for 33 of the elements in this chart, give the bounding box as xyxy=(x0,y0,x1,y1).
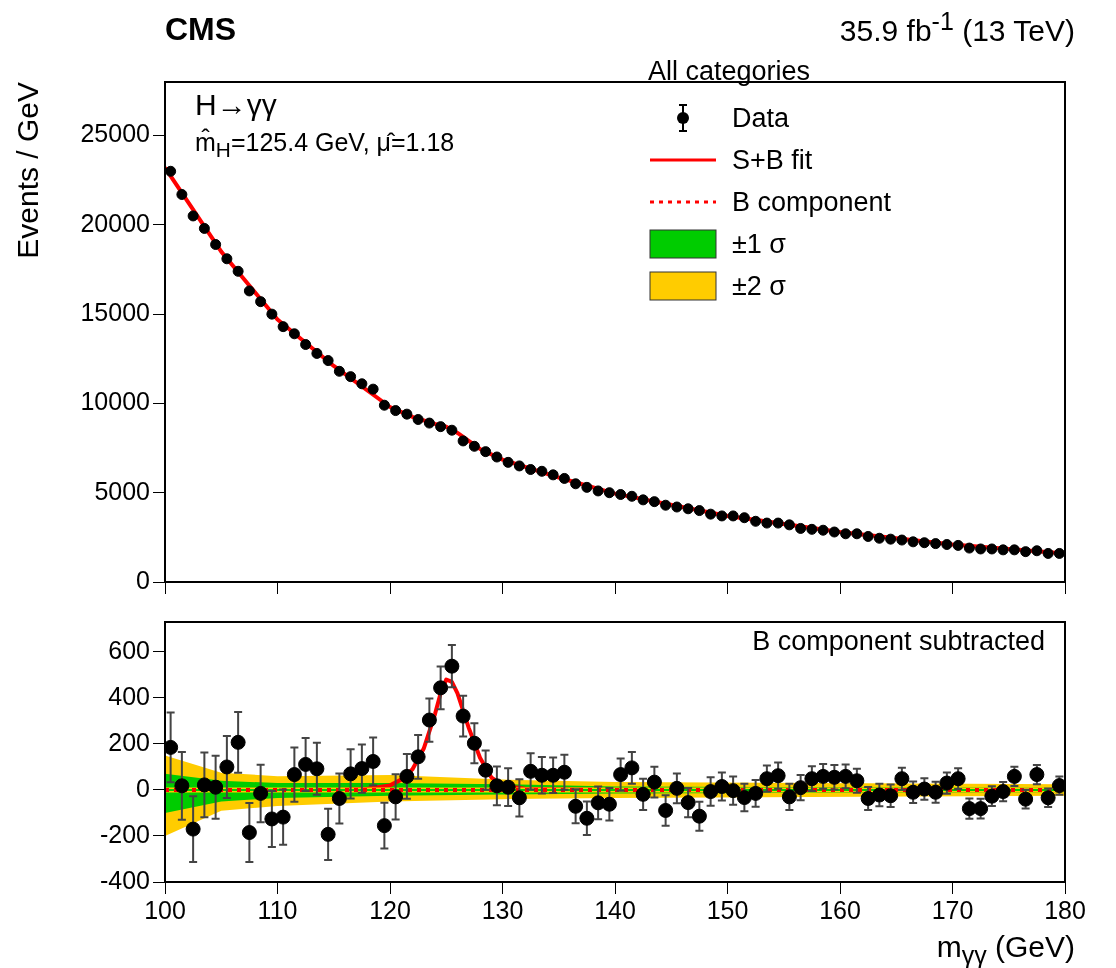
y-tick-label: 15000 xyxy=(80,298,150,327)
legend-label: B component xyxy=(732,186,892,217)
x-tick-label: 160 xyxy=(819,895,861,924)
x-tick-label: 180 xyxy=(1044,895,1086,924)
annotation: B component subtracted xyxy=(752,626,1045,656)
y-tick-label: 0 xyxy=(136,773,150,802)
legend-label: ±1 σ xyxy=(732,228,786,259)
y-tick-label: 5000 xyxy=(94,476,150,505)
x-tick-label: 110 xyxy=(257,895,298,924)
x-tick-label: 140 xyxy=(594,895,636,924)
x-tick-label: 120 xyxy=(369,895,411,924)
legend-label: Data xyxy=(732,102,790,133)
annotation: H→γγ xyxy=(195,88,277,121)
x-tick-label: 100 xyxy=(144,895,186,924)
x-tick-label: 150 xyxy=(706,895,749,924)
y-tick-label: 200 xyxy=(108,727,150,756)
y-tick-label: 10000 xyxy=(80,387,150,416)
y-tick-label: 0 xyxy=(136,565,150,594)
y-tick-label: 400 xyxy=(108,681,150,710)
y-tick-label: -200 xyxy=(99,819,150,848)
legend-title: All categories xyxy=(648,56,811,86)
y-tick-label: 20000 xyxy=(80,208,150,237)
x-tick-label: 130 xyxy=(481,895,524,924)
annotation: m̂$_{H}$=125.4 GeV, μ̂=1.18 xyxy=(195,128,455,161)
y-tick-label: 600 xyxy=(108,635,150,664)
chart-title: CMS xyxy=(165,11,237,48)
y-tick-label: 25000 xyxy=(80,119,150,148)
legend-label: ±2 σ xyxy=(732,270,786,301)
y-axis-title: Events / GeV xyxy=(11,82,45,259)
x-tick-label: 170 xyxy=(931,895,974,924)
y-tick-label: -400 xyxy=(99,865,150,894)
chart-subtitle: 35.9 fb$^{-1}$ (13 TeV) xyxy=(839,7,1075,48)
legend-label: S+B fit xyxy=(732,144,813,175)
